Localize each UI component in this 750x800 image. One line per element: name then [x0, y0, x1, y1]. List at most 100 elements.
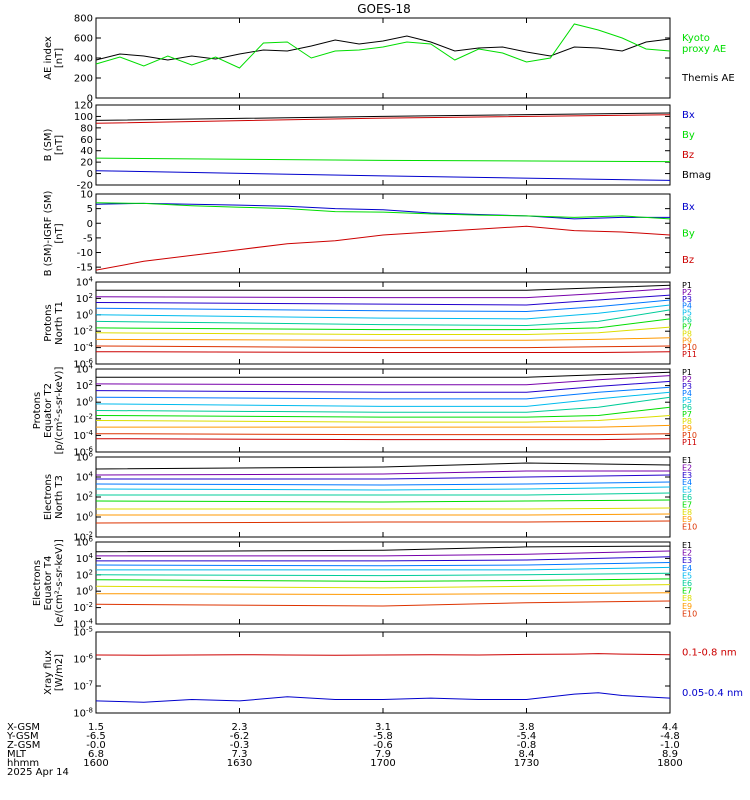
series-line-0-05-0-4-nm — [95, 692, 671, 703]
footer-row-label: X-GSM — [7, 722, 40, 733]
series-line-p4 — [95, 386, 671, 400]
series-line-by — [95, 157, 671, 163]
footer-value: 1730 — [514, 758, 539, 769]
y-axis-label: [nT] — [54, 48, 65, 68]
legend-entry: P11 — [682, 438, 697, 447]
y-tick-label: 60 — [80, 135, 93, 146]
legend-entry: E9 — [682, 602, 692, 611]
series-line-e1 — [95, 462, 671, 470]
y-tick-label: 10-6 — [73, 653, 93, 666]
footer-value: -6.5 — [86, 731, 106, 742]
y-tick-label: 0 — [87, 219, 93, 230]
legend-entry: Bx — [682, 110, 695, 121]
legend-entry: P9 — [682, 424, 692, 433]
y-tick-label: 10-5 — [73, 626, 93, 639]
legend-entry: E9 — [682, 515, 692, 524]
y-tick-label: 20 — [80, 158, 93, 169]
y-tick-label: 800 — [74, 14, 93, 25]
y-axis-label: Protons — [43, 304, 54, 341]
footer-value: 8.9 — [662, 749, 678, 760]
panel-frame — [95, 541, 671, 625]
y-tick-label: 600 — [74, 34, 93, 45]
footer-value: 1800 — [657, 758, 682, 769]
legend-entry: P1 — [682, 281, 692, 290]
series-line-e9 — [95, 592, 671, 596]
footer-row-label: hhmm — [7, 758, 39, 769]
series-line-p3 — [95, 380, 671, 393]
footer-value: 2.3 — [232, 722, 248, 733]
legend-entry: E7 — [682, 587, 692, 596]
legend-entry: P3 — [682, 382, 692, 391]
legend-entry: proxy AE — [682, 44, 726, 55]
series-line-e7 — [95, 578, 671, 582]
legend-entry: P7 — [682, 410, 692, 419]
panel-xray: 10-5 10-6 10-7 10-8 Xray flux [W/m2] 0.1-0.8 n… — [43, 626, 743, 720]
legend-entry: P10 — [682, 431, 697, 440]
legend-entry: E1 — [682, 541, 692, 550]
series-line-e9 — [96, 513, 671, 516]
legend-entry: E10 — [682, 523, 697, 532]
y-tick-label: 10-4 — [73, 618, 93, 631]
legend-entry: 0.05-0.4 nm — [682, 688, 743, 699]
y-axis-label: [e/(cm²-s-sr-keV)] — [54, 539, 65, 627]
series-line-p10 — [95, 345, 671, 349]
footer-row-label: Z-GSM — [7, 740, 40, 751]
panel-frame — [95, 456, 671, 538]
legend-entry: P2 — [682, 375, 692, 384]
legend-entry: 0.1-0.8 nm — [682, 647, 737, 658]
series-line-e7 — [95, 499, 671, 503]
series-line-p7 — [95, 406, 671, 418]
y-tick-label: 10-6 — [73, 358, 93, 371]
footer-value: 1600 — [83, 758, 108, 769]
y-tick-label: 104 — [76, 363, 94, 376]
footer-row-label: MLT — [7, 749, 27, 760]
y-tick-label: 0 — [87, 94, 93, 105]
series-line-e2 — [95, 470, 670, 476]
footer-value: 7.9 — [375, 749, 391, 760]
y-tick-label: 102 — [76, 568, 93, 581]
panel-ee: 106 104 102 100 10-2 10-4 Electrons Equator T4[… — [32, 536, 697, 631]
footer-value: 6.8 — [88, 749, 104, 760]
series-line-bz — [95, 114, 671, 124]
y-tick-label: 400 — [74, 54, 93, 65]
legend-entry: E6 — [682, 493, 692, 502]
legend-entry: P4 — [682, 389, 692, 398]
panel-frame — [95, 104, 671, 186]
legend-entry: P8 — [682, 417, 692, 426]
y-axis-label: Electrons — [32, 560, 43, 606]
footer-value: -0.6 — [373, 740, 393, 751]
footer-value: 4.4 — [662, 722, 678, 733]
legend-entry: Kyoto — [682, 33, 710, 44]
y-tick-label: 100 — [76, 308, 93, 321]
series-line-bmag — [95, 112, 671, 121]
legend-entry: E2 — [682, 463, 692, 472]
series-line-p3 — [95, 294, 671, 306]
y-axis-label: Xray flux — [43, 650, 54, 695]
footer-value: -5.4 — [517, 731, 537, 742]
y-tick-label: 10-6 — [73, 446, 93, 459]
footer-value: 7.3 — [232, 749, 248, 760]
series-line-p9 — [95, 337, 671, 341]
series-line-p4 — [95, 299, 671, 313]
y-axis-label: North T1 — [54, 301, 65, 345]
footer-value: 3.1 — [375, 722, 391, 733]
plot-title: GOES-18 — [357, 2, 411, 16]
series-line-e2 — [96, 550, 671, 557]
footer-value: -4.8 — [660, 731, 680, 742]
legend-entry: Themis AE — [681, 73, 735, 84]
series-line-p1 — [96, 371, 671, 378]
series-line-p10 — [95, 433, 671, 436]
panel-frame — [95, 193, 671, 274]
y-tick-label: 40 — [80, 146, 93, 157]
series-line-e1 — [95, 545, 671, 553]
y-axis-label: Protons — [32, 392, 43, 429]
series-line-p5 — [95, 391, 671, 407]
legend-entry: E3 — [682, 556, 692, 565]
footer-value: -0.0 — [86, 740, 106, 751]
series-line-e5 — [96, 566, 671, 571]
legend-entry: P5 — [682, 309, 692, 318]
footer-row-label: Y-GSM — [6, 731, 39, 742]
